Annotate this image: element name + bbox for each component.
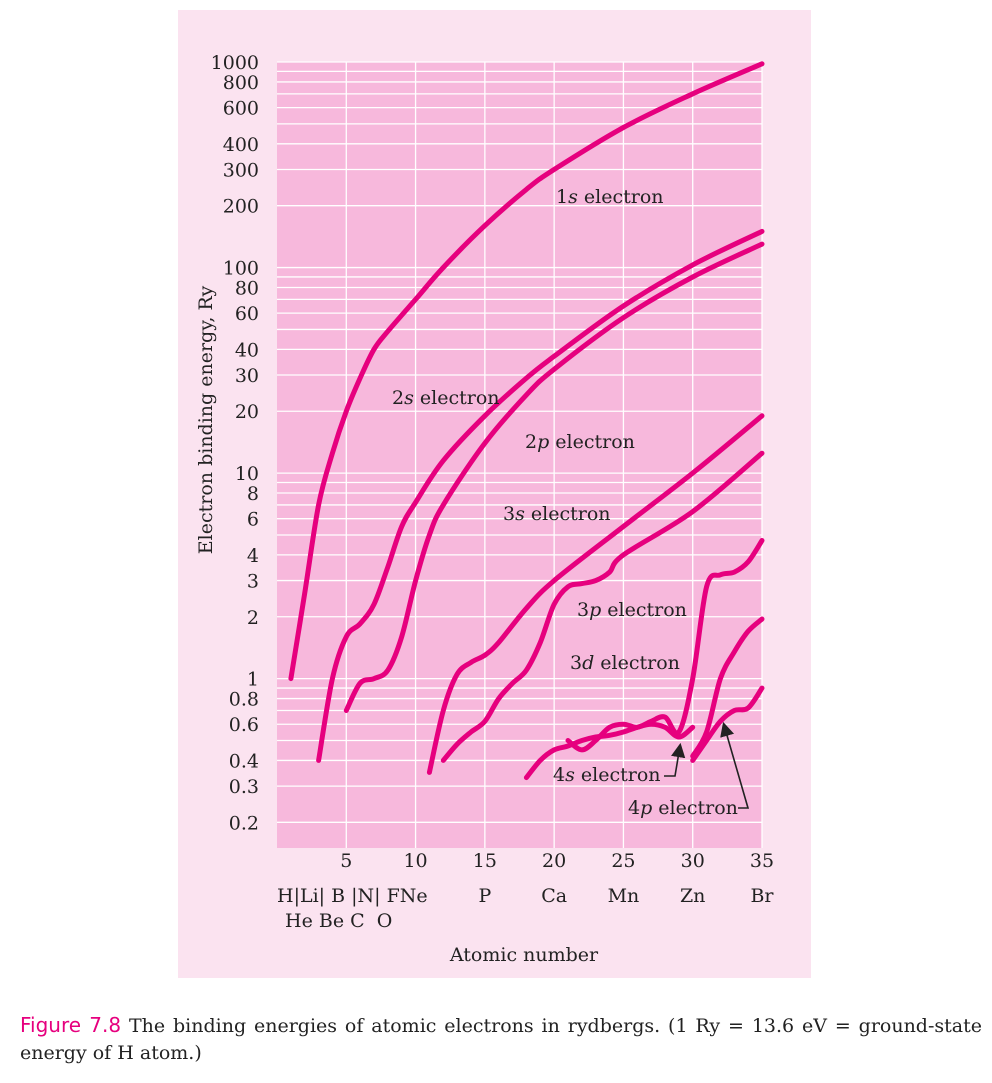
y-tick-label: 300 xyxy=(223,159,259,181)
y-tick-label: 20 xyxy=(235,401,259,423)
y-tick-label: 2 xyxy=(247,607,259,629)
x-tick-label: 30 xyxy=(681,850,705,872)
y-tick-label: 600 xyxy=(223,98,259,120)
y-axis-title: Electron binding energy, Ry xyxy=(195,286,217,555)
y-tick-label: 0.4 xyxy=(229,750,259,772)
y-tick-label: 3 xyxy=(247,571,259,593)
curve-label-4p-electron: 4p electron xyxy=(628,797,738,819)
x-tick-label: 25 xyxy=(611,850,635,872)
y-tick-label: 0.6 xyxy=(229,714,259,736)
element-label: Ca xyxy=(541,885,567,907)
curve-label-3p-electron: 3p electron xyxy=(577,599,687,621)
caption-label: Figure 7.8 xyxy=(20,1013,122,1037)
y-tick-label: 200 xyxy=(223,196,259,218)
x-tick-label: 20 xyxy=(542,850,566,872)
element-label: Br xyxy=(750,885,774,907)
y-tick-label: 8 xyxy=(247,483,259,505)
figure-caption: Figure 7.8 The binding energies of atomi… xyxy=(20,1012,982,1067)
element-row-1: H|Li| B |N| FNe xyxy=(277,885,428,907)
y-tick-label: 40 xyxy=(235,339,259,361)
caption-text: The binding energies of atomic electrons… xyxy=(20,1015,982,1064)
y-tick-label: 0.2 xyxy=(229,812,259,834)
x-axis-title: Atomic number xyxy=(449,944,599,966)
series-4p-electron xyxy=(690,616,765,759)
curve-label-1s-electron: 1s electron xyxy=(556,186,664,208)
series-4s-electron xyxy=(523,721,696,781)
4p-leader-arrow xyxy=(720,721,750,809)
x-tick-label: 15 xyxy=(473,850,497,872)
y-tick-label: 30 xyxy=(235,365,259,387)
y-tick-label: 6 xyxy=(247,509,259,531)
series-2s-electron xyxy=(316,228,765,763)
x-tick-label: 10 xyxy=(403,850,427,872)
element-label: P xyxy=(478,885,491,907)
curve-label-4s-electron: 4s electron xyxy=(553,764,661,786)
y-tick-label: 1 xyxy=(247,669,259,691)
curve-label-2p-electron: 2p electron xyxy=(525,431,635,453)
y-tick-label: 80 xyxy=(235,277,259,299)
series-3p-electron xyxy=(440,450,765,763)
y-tick-label: 0.3 xyxy=(229,776,259,798)
y-tick-label: 100 xyxy=(223,258,259,280)
element-label: Mn xyxy=(608,885,640,907)
y-tick-label: 4 xyxy=(247,545,259,567)
y-tick-label: 60 xyxy=(235,303,259,325)
y-tick-label: 10 xyxy=(235,463,259,485)
series-1s-electron xyxy=(288,61,765,682)
binding-energy-chart: 0.20.30.40.60.81234681020304060801002003… xyxy=(195,52,774,966)
x-tick-label: 35 xyxy=(750,850,774,872)
curve-label-2s-electron: 2s electron xyxy=(392,387,500,409)
4s-leader-arrow xyxy=(664,742,686,777)
x-tick-label: 5 xyxy=(340,850,352,872)
y-tick-label: 800 xyxy=(223,72,259,94)
curve-label-3s-electron: 3s electron xyxy=(503,503,611,525)
y-tick-label: 400 xyxy=(223,134,259,156)
curve-label-3d-electron: 3d electron xyxy=(570,652,680,674)
series-4p-tail xyxy=(690,685,765,763)
element-row-2: He Be C O xyxy=(285,910,392,932)
series-2p-electron xyxy=(343,241,765,713)
y-tick-label: 0.8 xyxy=(229,689,259,711)
element-label: Zn xyxy=(680,885,705,907)
y-tick-label: 1000 xyxy=(211,52,259,74)
series-3s-electron xyxy=(426,413,765,775)
